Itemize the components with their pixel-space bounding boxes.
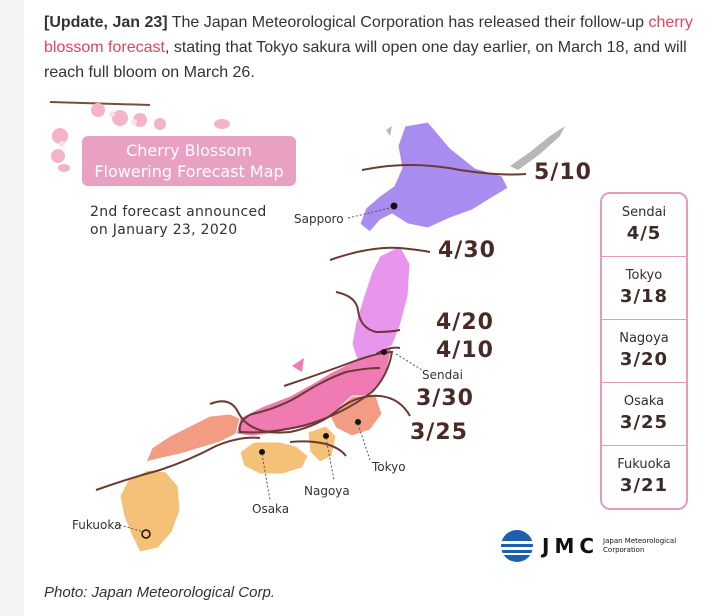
city-label-osaka: Osaka: [252, 502, 290, 516]
jmc-wave-icon: [501, 530, 533, 562]
update-tag: [Update, Jan 23]: [44, 14, 168, 31]
city-label-nagoya: Nagoya: [304, 484, 350, 498]
intro-text-after: , stating that Tokyo sakura will open on…: [44, 39, 687, 81]
kyushu-region: [119, 469, 181, 553]
announcement-subtitle: 2nd forecast announced on January 23, 20…: [90, 203, 310, 239]
forecast-map-figure: Cherry Blossom Flowering Forecast Map 2n…: [40, 96, 705, 576]
forecast-city: Osaka: [623, 394, 665, 409]
contour-label-5: 3/25: [410, 420, 468, 445]
map-title-line1: Cherry Blossom: [126, 141, 252, 160]
contour-label-0: 5/10: [534, 160, 592, 185]
forecast-date: 3/21: [619, 475, 669, 496]
forecast-row-tokyo: Tokyo 3/18: [602, 256, 686, 319]
forecast-date: 3/18: [619, 286, 669, 307]
tohoku-region: [351, 245, 411, 363]
southwest-region: [145, 413, 241, 463]
jmc-full-name: Japan Meteorological Corporation: [603, 537, 676, 555]
city-label-tokyo: Tokyo: [372, 460, 406, 474]
forecast-city: Nagoya: [619, 331, 669, 346]
contour-label-1: 4/30: [438, 238, 496, 263]
forecast-date: 3/20: [619, 349, 669, 370]
jmc-logo: JMC Japan Meteorological Corporation: [500, 528, 700, 564]
forecast-dates-panel: Sendai 4/5 Tokyo 3/18 Nagoya 3/20 Osaka …: [600, 192, 688, 510]
subtitle-line2: on January 23, 2020: [90, 222, 238, 238]
forecast-row-osaka: Osaka 3/25: [602, 382, 686, 445]
forecast-date: 4/5: [626, 223, 662, 244]
intro-paragraph: [Update, Jan 23] The Japan Meteorologica…: [44, 10, 704, 85]
forecast-row-nagoya: Nagoya 3/20: [602, 319, 686, 382]
map-title-line2: Flowering Forecast Map: [94, 162, 284, 181]
subtitle-line1: 2nd forecast announced: [90, 204, 267, 220]
jmc-abbreviation: JMC: [542, 534, 600, 558]
forecast-city: Sendai: [621, 205, 667, 220]
forecast-row-fukuoka: Fukuoka 3/21: [602, 445, 686, 508]
city-label-fukuoka: Fukuoka: [72, 518, 122, 532]
hokkaido-region: [359, 121, 509, 233]
contour-label-4: 3/30: [416, 386, 474, 411]
city-markers: [141, 202, 398, 539]
map-title-box: Cherry Blossom Flowering Forecast Map: [82, 136, 296, 186]
photo-caption: Photo: Japan Meteorological Corp.: [44, 584, 275, 601]
city-label-sendai: Sendai: [422, 368, 463, 382]
city-label-sapporo: Sapporo: [294, 212, 344, 226]
page-side-strip: [0, 0, 24, 616]
japan-map: [49, 101, 565, 553]
intro-text-before: The Japan Meteorological Corporation has…: [167, 14, 649, 31]
contour-label-3: 4/10: [436, 338, 494, 363]
contour-label-2: 4/20: [436, 310, 494, 335]
forecast-contour-lines: [95, 164, 527, 491]
jmc-name-line1: Japan Meteorological: [603, 537, 677, 545]
jmc-name-line2: Corporation: [603, 546, 645, 554]
forecast-date: 3/25: [619, 412, 669, 433]
cherry-blossom-decoration: [49, 101, 230, 172]
forecast-city: Fukuoka: [617, 457, 671, 472]
forecast-city: Tokyo: [625, 268, 663, 283]
forecast-row-sendai: Sendai 4/5: [602, 194, 686, 256]
cherry-blossom-forecast-link[interactable]: cherry blossom forecast: [44, 14, 693, 56]
